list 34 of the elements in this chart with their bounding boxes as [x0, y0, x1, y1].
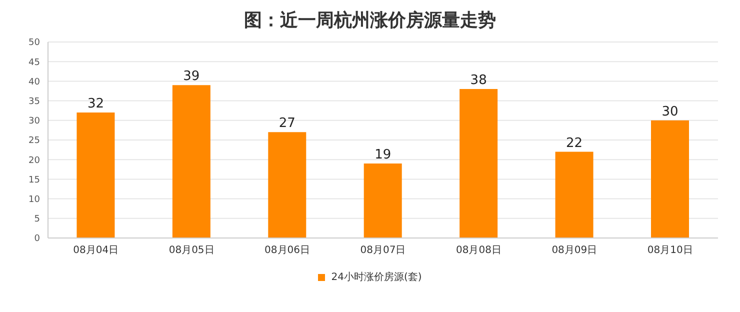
- bar: [76, 112, 115, 238]
- y-tick-label: 15: [28, 175, 40, 186]
- y-tick-label: 25: [28, 136, 40, 146]
- data-label: 38: [470, 73, 487, 88]
- x-tick-label: 08月05日: [168, 245, 214, 256]
- y-tick-label: 10: [28, 194, 40, 205]
- bar: [172, 85, 210, 238]
- bar: [651, 120, 689, 238]
- legend-label: 24小时涨价房源(套): [330, 270, 422, 284]
- data-label: 27: [278, 116, 296, 132]
- x-tick-label: 08月09日: [552, 245, 598, 256]
- bar: [364, 164, 402, 238]
- y-tick-label: 20: [28, 156, 40, 166]
- bar: [460, 89, 498, 238]
- data-label: 19: [374, 148, 392, 163]
- x-tick-label: 08月08日: [456, 245, 502, 256]
- x-tick-label: 08月06日: [264, 245, 310, 256]
- x-tick-label: 08月07日: [360, 245, 406, 256]
- y-tick-label: 40: [28, 77, 40, 88]
- y-tick-label: 45: [28, 58, 40, 68]
- chart-title: 图：近一周杭州涨价房源量走势: [243, 9, 497, 33]
- y-tick-label: 35: [28, 96, 40, 107]
- data-label: 39: [183, 69, 200, 84]
- bar: [555, 152, 594, 238]
- bar: [268, 132, 306, 238]
- data-label: 22: [566, 136, 583, 151]
- x-tick-label: 08月04日: [73, 245, 119, 256]
- data-label: 32: [87, 96, 104, 112]
- x-tick-label: 08月10日: [647, 245, 693, 256]
- y-tick-label: 30: [28, 116, 40, 127]
- y-tick-label: 50: [28, 38, 40, 48]
- data-label: 30: [662, 104, 678, 120]
- y-tick-label: 5: [34, 214, 40, 225]
- y-tick-label: 0: [34, 234, 40, 244]
